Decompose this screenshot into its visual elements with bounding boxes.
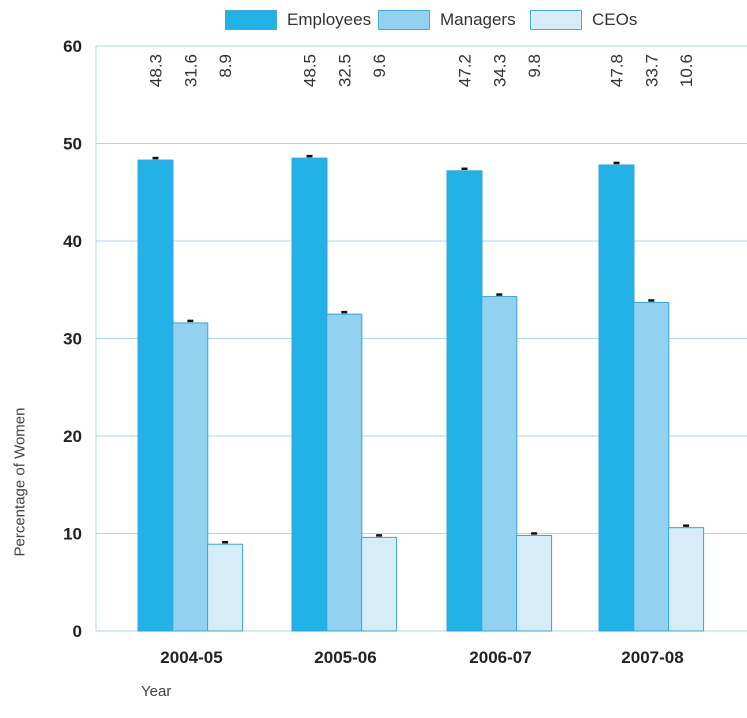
y-tick-label: 60 [63,37,82,56]
legend-swatch-ceos [530,10,582,30]
x-axis-title: Year [141,683,172,700]
x-tick-label: 2005-06 [314,648,376,667]
y-tick-label: 50 [63,135,82,154]
bar [137,159,174,632]
bar-value-label: 31.6 [181,54,200,87]
bar-value-label: 10.6 [677,54,696,87]
bar-value-label: 9.6 [370,54,389,78]
bar [598,164,635,632]
chart-legend: Employees Managers CEOs [0,6,747,34]
legend-label-managers: Managers [440,10,516,29]
legend-item-managers: Managers [378,6,516,34]
bar-value-label: 48.3 [147,54,166,87]
y-axis-title: Percentage of Women [11,407,29,557]
bar [633,301,670,632]
legend-swatch-employees [225,10,277,30]
x-tick-label: 2007-08 [621,648,683,667]
legend-label-ceos: CEOs [592,10,638,29]
bar-value-label: 9.8 [525,54,544,78]
legend-swatch-managers [378,10,430,30]
bar-value-label: 47.2 [456,54,475,87]
bar [291,157,328,632]
bar [668,527,705,632]
bar [172,322,209,632]
legend-item-employees: Employees [225,6,371,34]
x-tick-label: 2006-07 [469,648,531,667]
bar-value-label: 34.3 [490,54,509,87]
bar-value-label: 47.8 [608,54,627,87]
bar-value-label: 33.7 [642,54,661,87]
y-tick-label: 30 [63,330,82,349]
bar [361,536,398,632]
bar-value-label: 48.5 [301,54,320,87]
y-tick-label: 40 [63,232,82,251]
bar [446,170,483,632]
bar [481,296,518,632]
bar [516,534,553,632]
x-tick-label: 2004-05 [160,648,222,667]
y-tick-label: 20 [63,427,82,446]
y-tick-label: 10 [63,525,82,544]
bar [207,543,244,632]
legend-label-employees: Employees [287,10,372,29]
bar [326,313,363,632]
y-tick-label: 0 [73,622,82,641]
bar-value-label: 8.9 [216,54,235,78]
bar-value-label: 32.5 [335,54,354,87]
legend-item-ceos: CEOs [530,6,637,34]
